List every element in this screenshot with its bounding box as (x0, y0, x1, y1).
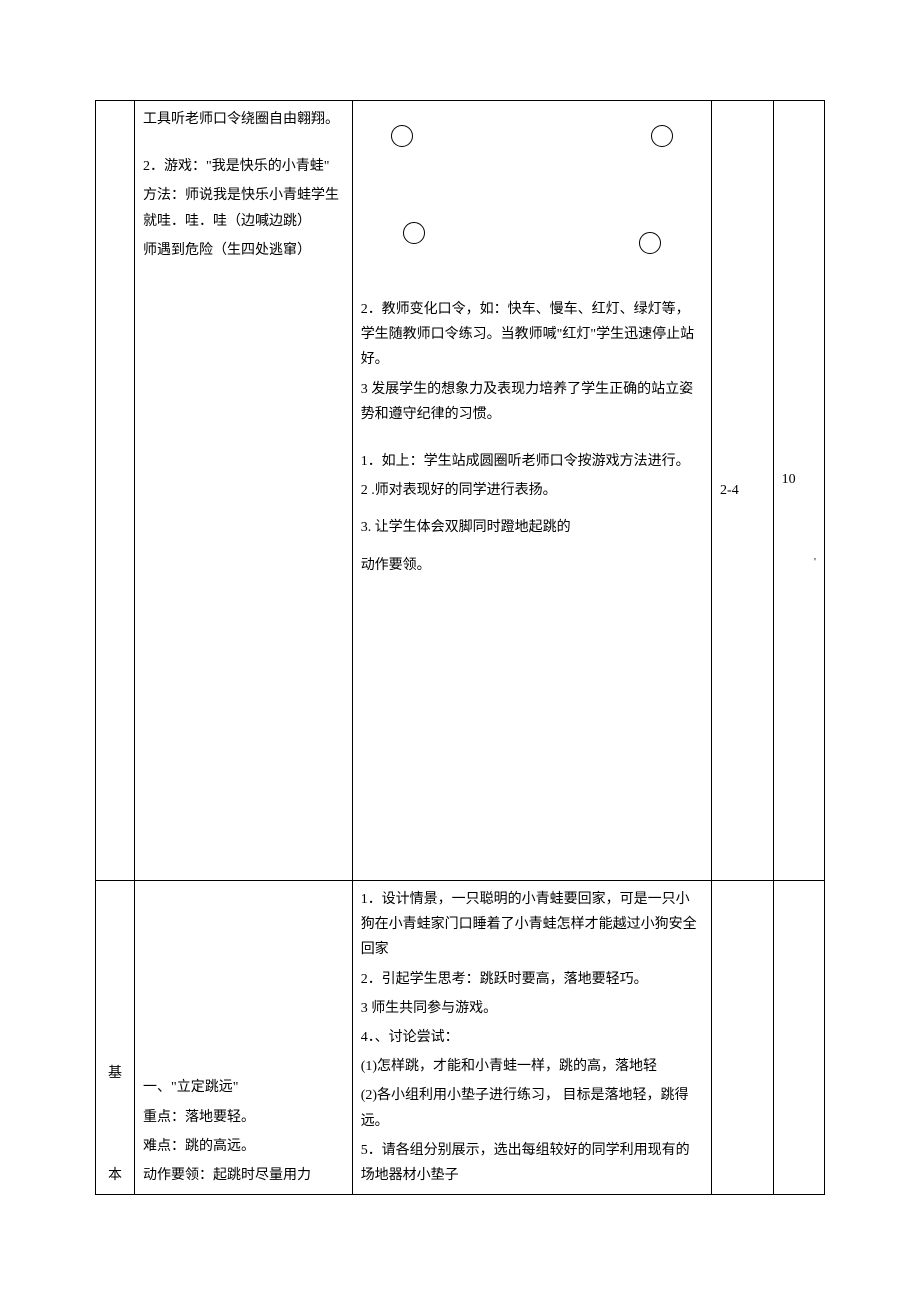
section-label-cell (96, 101, 135, 881)
paragraph: 师遇到危险（生四处逃窜） (143, 238, 344, 263)
paragraph: (2)各小组利用小垫子进行练习， 目标是落地轻，跳得远。 (361, 1083, 703, 1133)
paragraph: 工具听老师口令绕圈自由翱翔。 (143, 107, 344, 132)
count-value: 2-4 (720, 483, 739, 498)
paragraph: 2．引起学生思考：跳跃时要高，落地要轻巧。 (361, 967, 703, 992)
paragraph: (1)怎样跳，才能和小青蛙一样，跳的高，落地轻 (361, 1054, 703, 1079)
count-cell: 2-4 (712, 101, 774, 881)
lesson-plan-table: 工具听老师口令绕圈自由翱翔。 2．游戏："我是快乐的小青蛙" 方法：师说我是快乐… (95, 100, 825, 1195)
circle-icon (639, 232, 661, 254)
table-row: 工具听老师口令绕圈自由翱翔。 2．游戏："我是快乐的小青蛙" 方法：师说我是快乐… (96, 101, 825, 881)
table-row: 基 本 一、"立定跳远" 重点：落地要轻。 难点：跳的高远。 动作要领：起跳时尽… (96, 881, 825, 1195)
minute-mark: ' (814, 556, 816, 568)
paragraph: 3 师生共同参与游戏。 (361, 996, 703, 1021)
section-label-cell: 基 本 (96, 881, 135, 1195)
section-label-char: 基 (104, 1061, 126, 1086)
paragraph: 3 发展学生的想象力及表现力培养了学生正确的站立姿势和遵守纪律的习惯。 (361, 377, 703, 427)
circle-icon (651, 125, 673, 147)
activity-content-cell: 工具听老师口令绕圈自由翱翔。 2．游戏："我是快乐的小青蛙" 方法：师说我是快乐… (135, 101, 353, 881)
paragraph: 2 .师对表现好的同学进行表扬。 (361, 478, 703, 503)
paragraph: 5．请各组分别展示，选出每组较好的同学利用现有的场地器材小垫子 (361, 1138, 703, 1188)
activity-content-cell: 一、"立定跳远" 重点：落地要轻。 难点：跳的高远。 动作要领：起跳时尽量用力 (135, 881, 353, 1195)
paragraph: 动作要领。 (361, 553, 703, 578)
section-label-char: 本 (96, 1163, 134, 1188)
circle-diagram (361, 107, 703, 297)
paragraph: 1．设计情景，一只聪明的小青蛙要回家，可是一只小狗在小青蛙家门口睡着了小青蛙怎样… (361, 887, 703, 963)
text-prefix: 2．游戏： (143, 159, 206, 174)
count-cell (712, 881, 774, 1195)
time-cell (773, 881, 824, 1195)
time-value: 10 (782, 472, 796, 487)
paragraph: 2．教师变化口令，如：快车、慢车、红灯、绿灯等，学生随教师口令练习。当教师喊"红… (361, 297, 703, 373)
teaching-method-cell: 2．教师变化口令，如：快车、慢车、红灯、绿灯等，学生随教师口令练习。当教师喊"红… (352, 101, 711, 881)
paragraph: 方法：师说我是快乐小青蛙学生就哇．哇．哇（边喊边跳） (143, 183, 344, 233)
paragraph: 2．游戏："我是快乐的小青蛙" (143, 154, 344, 179)
quote-text: 我是快乐的小青蛙" (212, 159, 330, 174)
teaching-method-cell: 1．设计情景，一只聪明的小青蛙要回家，可是一只小狗在小青蛙家门口睡着了小青蛙怎样… (352, 881, 711, 1195)
paragraph: 重点：落地要轻。 (143, 1105, 344, 1130)
paragraph: 4．、讨论尝试： (361, 1025, 703, 1050)
paragraph: 动作要领：起跳时尽量用力 (143, 1163, 344, 1188)
paragraph: 一、"立定跳远" (143, 1075, 344, 1100)
paragraph: 难点：跳的高远。 (143, 1134, 344, 1159)
circle-icon (403, 222, 425, 244)
paragraph: 1．如上：学生站成圆圈听老师口令按游戏方法进行。 (361, 449, 703, 474)
time-cell: 10 ' (773, 101, 824, 881)
paragraph: 3. 让学生体会双脚同时蹬地起跳的 (361, 515, 703, 540)
circle-icon (391, 125, 413, 147)
